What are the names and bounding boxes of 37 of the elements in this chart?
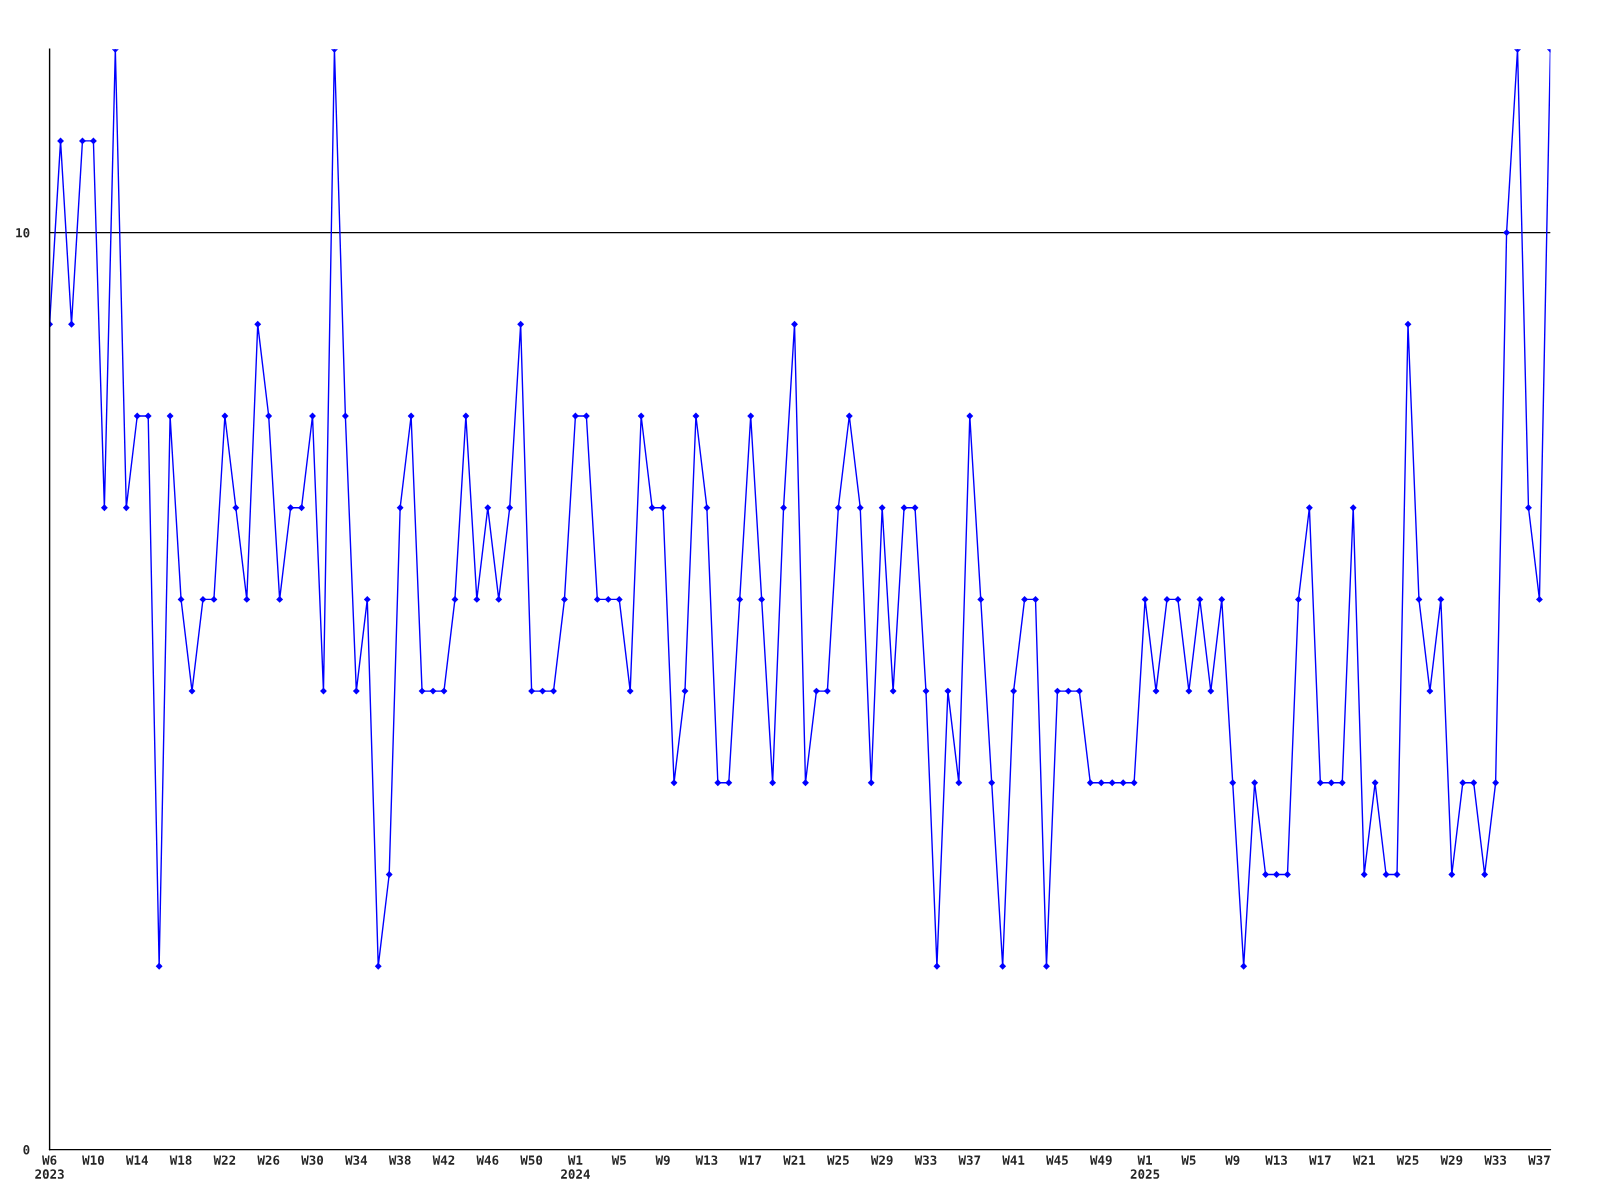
x-tick-label: W49 [1089,1155,1112,1165]
y-tick-label: 0 [23,1145,30,1155]
x-tick-label: W1 2025 [1130,1155,1160,1179]
x-tick-label: W13 [695,1155,718,1165]
y-tick-label: 10 [16,228,30,238]
x-tick-label: W45 [1046,1155,1068,1165]
x-tick-label: W10 [82,1155,104,1165]
x-tick-label: W18 [169,1155,192,1165]
x-tick-label: W21 [1352,1155,1375,1165]
x-tick-label: W21 [783,1155,806,1165]
x-tick-label: W22 [213,1155,236,1165]
x-tick-label: W29 [1440,1155,1463,1165]
x-tick-label: W9 [1225,1155,1240,1165]
x-tick-label: W5 [611,1155,626,1165]
x-tick-label: W26 [257,1155,280,1165]
x-tick-label: W1 2024 [561,1155,590,1179]
x-tick-label: W17 [1309,1155,1331,1165]
x-tick-label: W42 [432,1155,455,1165]
x-tick-label: W17 [739,1155,762,1165]
x-tick-label: W13 [1265,1155,1288,1165]
x-tick-label: W14 [125,1155,148,1165]
x-tick-label: W41 [1002,1155,1025,1165]
x-tick-label: W37 [1528,1155,1550,1165]
x-tick-label: W33 [914,1155,937,1165]
x-tick-label: W50 [520,1155,543,1165]
x-tick-label: W46 [476,1155,499,1165]
x-tick-label: W33 [1484,1155,1507,1165]
x-tick-label: W25 [827,1155,849,1165]
x-tick-label: W5 [1181,1155,1196,1165]
x-tick-label: W34 [345,1155,368,1165]
x-tick-label: W38 [388,1155,411,1165]
x-tick-label: W29 [870,1155,893,1165]
x-tick-label: W9 [655,1155,670,1165]
x-tick-label: W30 [301,1155,324,1165]
x-tick-label: W37 [958,1155,981,1165]
x-tick-label: W25 [1396,1155,1419,1165]
x-tick-label: W6 2023 [35,1155,64,1179]
